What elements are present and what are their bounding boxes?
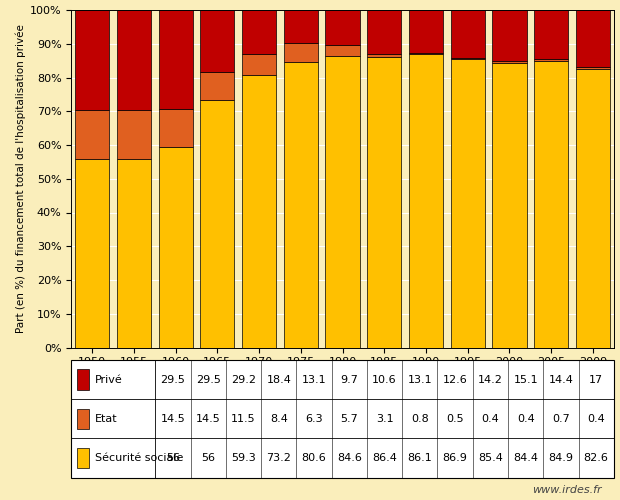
Text: 80.6: 80.6 [302,453,327,463]
Bar [284,42,318,62]
Bar [77,448,89,468]
Text: 82.6: 82.6 [584,453,609,463]
Text: 17: 17 [589,374,603,384]
Text: 14.5: 14.5 [196,414,221,424]
Bar [77,370,89,390]
Bar [326,10,360,46]
Text: 14.2: 14.2 [478,374,503,384]
Text: 9.7: 9.7 [340,374,358,384]
Bar [75,10,109,110]
Text: 0.7: 0.7 [552,414,570,424]
Text: Privé: Privé [95,374,123,384]
Text: 3.1: 3.1 [376,414,394,424]
Bar [117,158,151,348]
Bar [117,110,151,158]
Bar [367,54,401,57]
Text: 13.1: 13.1 [407,374,432,384]
Bar [284,62,318,348]
Bar [367,10,401,54]
Bar [409,54,443,348]
Bar [75,158,109,348]
Text: www.irdes.fr: www.irdes.fr [532,485,601,495]
Bar [451,60,485,348]
Bar [242,10,276,54]
Text: 29.2: 29.2 [231,374,256,384]
Text: 5.7: 5.7 [340,414,358,424]
Text: 14.4: 14.4 [549,374,574,384]
Text: 13.1: 13.1 [302,374,326,384]
Text: 56: 56 [202,453,215,463]
Bar [492,62,526,348]
Bar [534,10,569,58]
Bar [409,10,443,52]
Text: 0.8: 0.8 [411,414,429,424]
Text: 73.2: 73.2 [267,453,291,463]
Text: 0.4: 0.4 [482,414,499,424]
Bar [451,58,485,59]
Text: 0.4: 0.4 [587,414,605,424]
Bar [576,10,610,68]
Text: 86.1: 86.1 [407,453,432,463]
Text: Etat: Etat [95,414,118,424]
Text: 15.1: 15.1 [513,374,538,384]
Bar [117,10,151,110]
Text: 14.5: 14.5 [161,414,185,424]
Bar [200,10,234,72]
Text: 29.5: 29.5 [196,374,221,384]
Bar [242,76,276,347]
Bar [576,68,610,347]
Text: 29.5: 29.5 [161,374,185,384]
Bar [409,52,443,54]
Text: 84.9: 84.9 [549,453,574,463]
Text: 59.3: 59.3 [231,453,256,463]
Bar [451,10,485,58]
Text: 84.4: 84.4 [513,453,538,463]
Bar [200,72,234,101]
Text: Sécurité sociale: Sécurité sociale [95,453,184,463]
Bar [284,10,318,42]
Bar [326,46,360,56]
Text: 0.4: 0.4 [516,414,534,424]
Bar [159,10,193,108]
Text: 11.5: 11.5 [231,414,256,424]
Bar [534,61,569,348]
Text: 86.9: 86.9 [443,453,467,463]
Text: 18.4: 18.4 [267,374,291,384]
Bar [492,10,526,62]
Bar [534,58,569,61]
Y-axis label: Part (en %) du financement total de l'hospitalisation privée: Part (en %) du financement total de l'ho… [16,24,26,333]
Bar [326,56,360,348]
Text: 6.3: 6.3 [305,414,323,424]
Bar [367,57,401,348]
Bar [159,148,193,348]
Bar [77,408,89,429]
Text: 8.4: 8.4 [270,414,288,424]
Bar [242,54,276,76]
Text: 85.4: 85.4 [478,453,503,463]
Text: 56: 56 [166,453,180,463]
Bar [200,100,234,348]
Text: 12.6: 12.6 [443,374,467,384]
Bar [75,110,109,158]
Text: 86.4: 86.4 [372,453,397,463]
Bar [159,108,193,148]
Text: 0.5: 0.5 [446,414,464,424]
Text: 84.6: 84.6 [337,453,361,463]
Text: 10.6: 10.6 [372,374,397,384]
